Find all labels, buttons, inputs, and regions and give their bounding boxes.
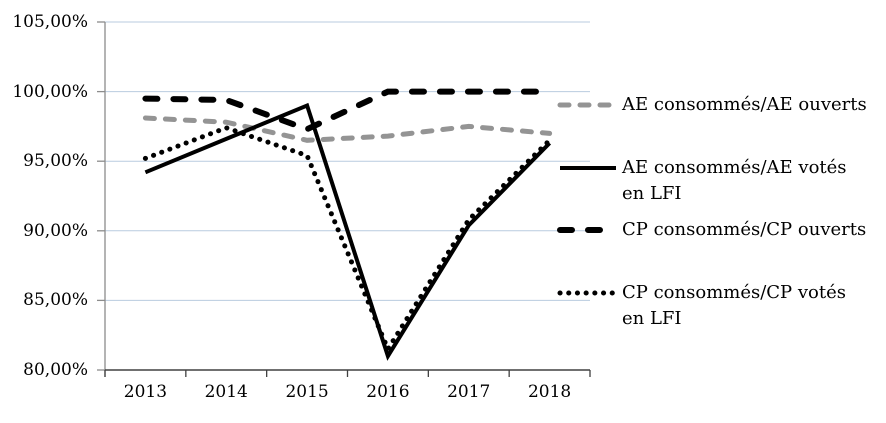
x-tick-label: 2013 — [123, 382, 168, 402]
legend-item-cp-ouverts: CP consommés/CP ouverts — [557, 217, 866, 243]
legend-item-ae-votes: AE consommés/AE votés en LFI — [557, 155, 847, 207]
legend-item-ae-ouverts: AE consommés/AE ouverts — [557, 92, 867, 118]
series-line-0 — [142, 115, 553, 143]
legend-key-cp-ouverts-line — [557, 227, 619, 233]
y-tick-label: 105,00% — [12, 12, 88, 32]
legend-label-ae-votes-line2: en LFI — [622, 183, 682, 204]
chart-plot-area — [97, 21, 591, 377]
y-tick-label: 80,00% — [23, 360, 88, 380]
y-tick-label: 90,00% — [23, 220, 88, 241]
legend-key-ae-votes-line — [560, 166, 616, 170]
x-tick-label: 2016 — [366, 382, 410, 402]
y-tick-label: 95,00% — [23, 151, 88, 172]
legend-label-ae-ouverts: AE consommés/AE ouverts — [622, 94, 867, 115]
legend-label-ae-votes: AE consommés/AE votés — [622, 157, 847, 178]
x-tick-label: 2014 — [204, 382, 248, 402]
x-axis-labels: 2013 2014 2015 2016 2017 2018 — [123, 382, 572, 402]
series-line-3 — [142, 125, 553, 355]
series-line-1 — [144, 102, 552, 361]
x-tick-label: 2017 — [447, 382, 491, 402]
legend-item-cp-votes: CP consommés/CP votés en LFI — [557, 280, 846, 332]
y-tick-label: 100,00% — [12, 81, 88, 102]
x-tick-label: 2015 — [285, 382, 329, 402]
legend-label-cp-votes-line2: en LFI — [622, 308, 682, 329]
legend-key-ae-ouverts-line — [557, 102, 619, 108]
legend-label-cp-votes: CP consommés/CP votés — [622, 282, 847, 303]
x-tick-label: 2018 — [527, 382, 572, 402]
legend-key-cp-votes-line — [557, 290, 619, 296]
y-tick-label: 85,00% — [23, 290, 88, 311]
y-axis-labels: 80,00% 85,00% 90,00% 95,00% 100,00% 105,00% — [0, 0, 88, 423]
chart-legend: AE consommés/AE ouverts AE consommés/AE … — [557, 0, 886, 423]
legend-label-cp-ouverts: CP consommés/CP ouverts — [622, 219, 867, 240]
series-line-2 — [142, 88, 553, 133]
